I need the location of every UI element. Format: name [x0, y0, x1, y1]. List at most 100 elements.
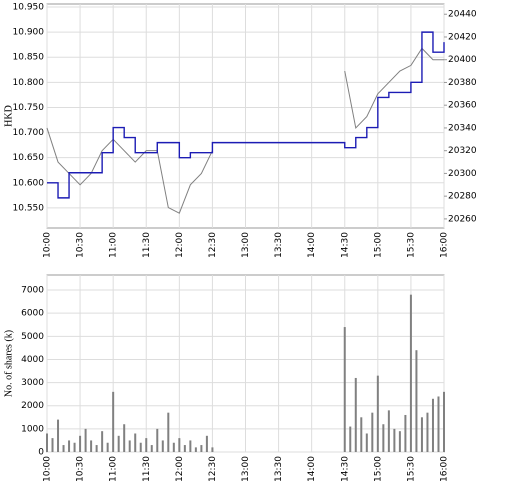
volume-bar [382, 424, 385, 452]
y2-tick-label: 20420 [448, 32, 477, 42]
x-tick-label: 10:00 [43, 456, 53, 482]
x-tick-label: 13:30 [274, 456, 284, 482]
volume-bar [106, 442, 109, 452]
volume-bar [178, 438, 181, 452]
volume-bar [200, 445, 203, 452]
volume-bar [68, 440, 71, 452]
y-tick-label: 1000 [21, 424, 44, 434]
y2-tick-label: 20440 [448, 10, 477, 20]
x-tick-label: 11:30 [142, 456, 152, 482]
volume-bar [167, 412, 170, 452]
volume-bar [51, 438, 54, 452]
volume-bar [343, 327, 346, 452]
x-tick-label: 15:00 [373, 456, 383, 482]
volume-bar [139, 442, 142, 452]
volume-bar [46, 433, 48, 452]
x-tick-label: 16:00 [440, 232, 450, 258]
x-tick-label: 14:30 [340, 456, 350, 482]
volume-bar [205, 435, 208, 452]
volume-bar [404, 414, 407, 452]
y2-tick-label: 20340 [448, 123, 477, 133]
y2-tick-label: 20380 [448, 78, 477, 88]
volume-bar [156, 428, 159, 452]
y-tick-label: 10.600 [13, 178, 45, 188]
y-tick-label: 10.750 [13, 103, 45, 113]
volume-bar [393, 428, 396, 452]
x-tick-label: 12:00 [175, 456, 185, 482]
volume-bar [349, 426, 352, 452]
volume-bar [79, 435, 82, 452]
y-tick-label: 6000 [21, 309, 44, 319]
volume-bar [123, 424, 126, 452]
y-tick-label: 4000 [21, 355, 44, 365]
volume-bar [365, 433, 368, 452]
volume-bar [443, 391, 445, 452]
volume-bar [134, 433, 137, 452]
y-tick-label: 5000 [21, 332, 44, 342]
x-tick-label: 10:00 [43, 232, 53, 258]
volume-bar [117, 435, 120, 452]
y2-tick-label: 20320 [448, 146, 477, 156]
volume-bar [172, 442, 175, 452]
y2-tick-label: 20360 [448, 101, 477, 111]
y2-tick-label: 20400 [448, 55, 477, 65]
x-tick-label: 15:30 [406, 232, 416, 258]
volume-bar [57, 419, 60, 452]
price-line [47, 31, 445, 199]
volume-bar [360, 417, 363, 452]
x-tick-label: 12:00 [175, 232, 185, 258]
y-tick-label: 2000 [21, 401, 44, 411]
volume-bar [189, 440, 192, 452]
volume-bar [128, 440, 131, 452]
volume-bar [415, 350, 418, 452]
volume-bar [112, 391, 115, 452]
x-tick-label: 13:00 [241, 456, 251, 482]
x-tick-label: 14:00 [307, 232, 317, 258]
volume-bar [371, 412, 374, 452]
x-tick-label: 11:30 [142, 232, 152, 258]
y-tick-label: 10.550 [13, 203, 45, 213]
volume-bar [183, 445, 186, 452]
y-tick-label: 10.650 [13, 153, 45, 163]
x-tick-label: 10:30 [76, 456, 86, 482]
volume-bar [437, 396, 440, 452]
x-tick-label: 10:30 [76, 232, 86, 258]
y-tick-label: 0 [38, 448, 44, 458]
volume-bar [426, 412, 429, 452]
volume-bar [431, 398, 434, 452]
volume-bar [161, 440, 164, 452]
x-tick-label: 13:30 [274, 232, 284, 258]
x-tick-label: 12:30 [208, 232, 218, 258]
volume-bar [211, 447, 214, 452]
y2-tick-label: 20280 [448, 192, 477, 202]
x-tick-label: 12:30 [208, 456, 218, 482]
y-axis-label: No. of shares (k) [3, 330, 14, 397]
volume-bar [62, 445, 65, 452]
volume-bar [145, 438, 148, 452]
volume-bar [194, 447, 197, 452]
volume-bar [420, 417, 423, 452]
y-tick-label: 10.950 [13, 3, 45, 13]
y2-tick-label: 20260 [448, 214, 477, 224]
volume-bar [376, 375, 379, 452]
x-tick-label: 15:30 [406, 456, 416, 482]
x-tick-label: 11:00 [109, 456, 119, 482]
y-tick-label: 3000 [21, 378, 44, 388]
y-tick-label: 10.900 [13, 28, 45, 38]
volume-bar [95, 445, 98, 452]
x-tick-label: 16:00 [440, 456, 450, 482]
volume-bar [150, 445, 153, 452]
price-line [46, 47, 444, 214]
y-tick-label: 10.850 [13, 53, 45, 63]
volume-bar [84, 428, 87, 452]
volume-bar [387, 410, 390, 452]
volume-bar [90, 440, 93, 452]
x-tick-label: 13:00 [241, 232, 251, 258]
x-tick-label: 14:00 [307, 456, 317, 482]
y-tick-label: 10.700 [13, 128, 45, 138]
volume-bar [73, 442, 76, 452]
y2-tick-label: 20300 [448, 169, 477, 179]
volume-bar [409, 294, 412, 452]
volume-bar [101, 431, 104, 452]
